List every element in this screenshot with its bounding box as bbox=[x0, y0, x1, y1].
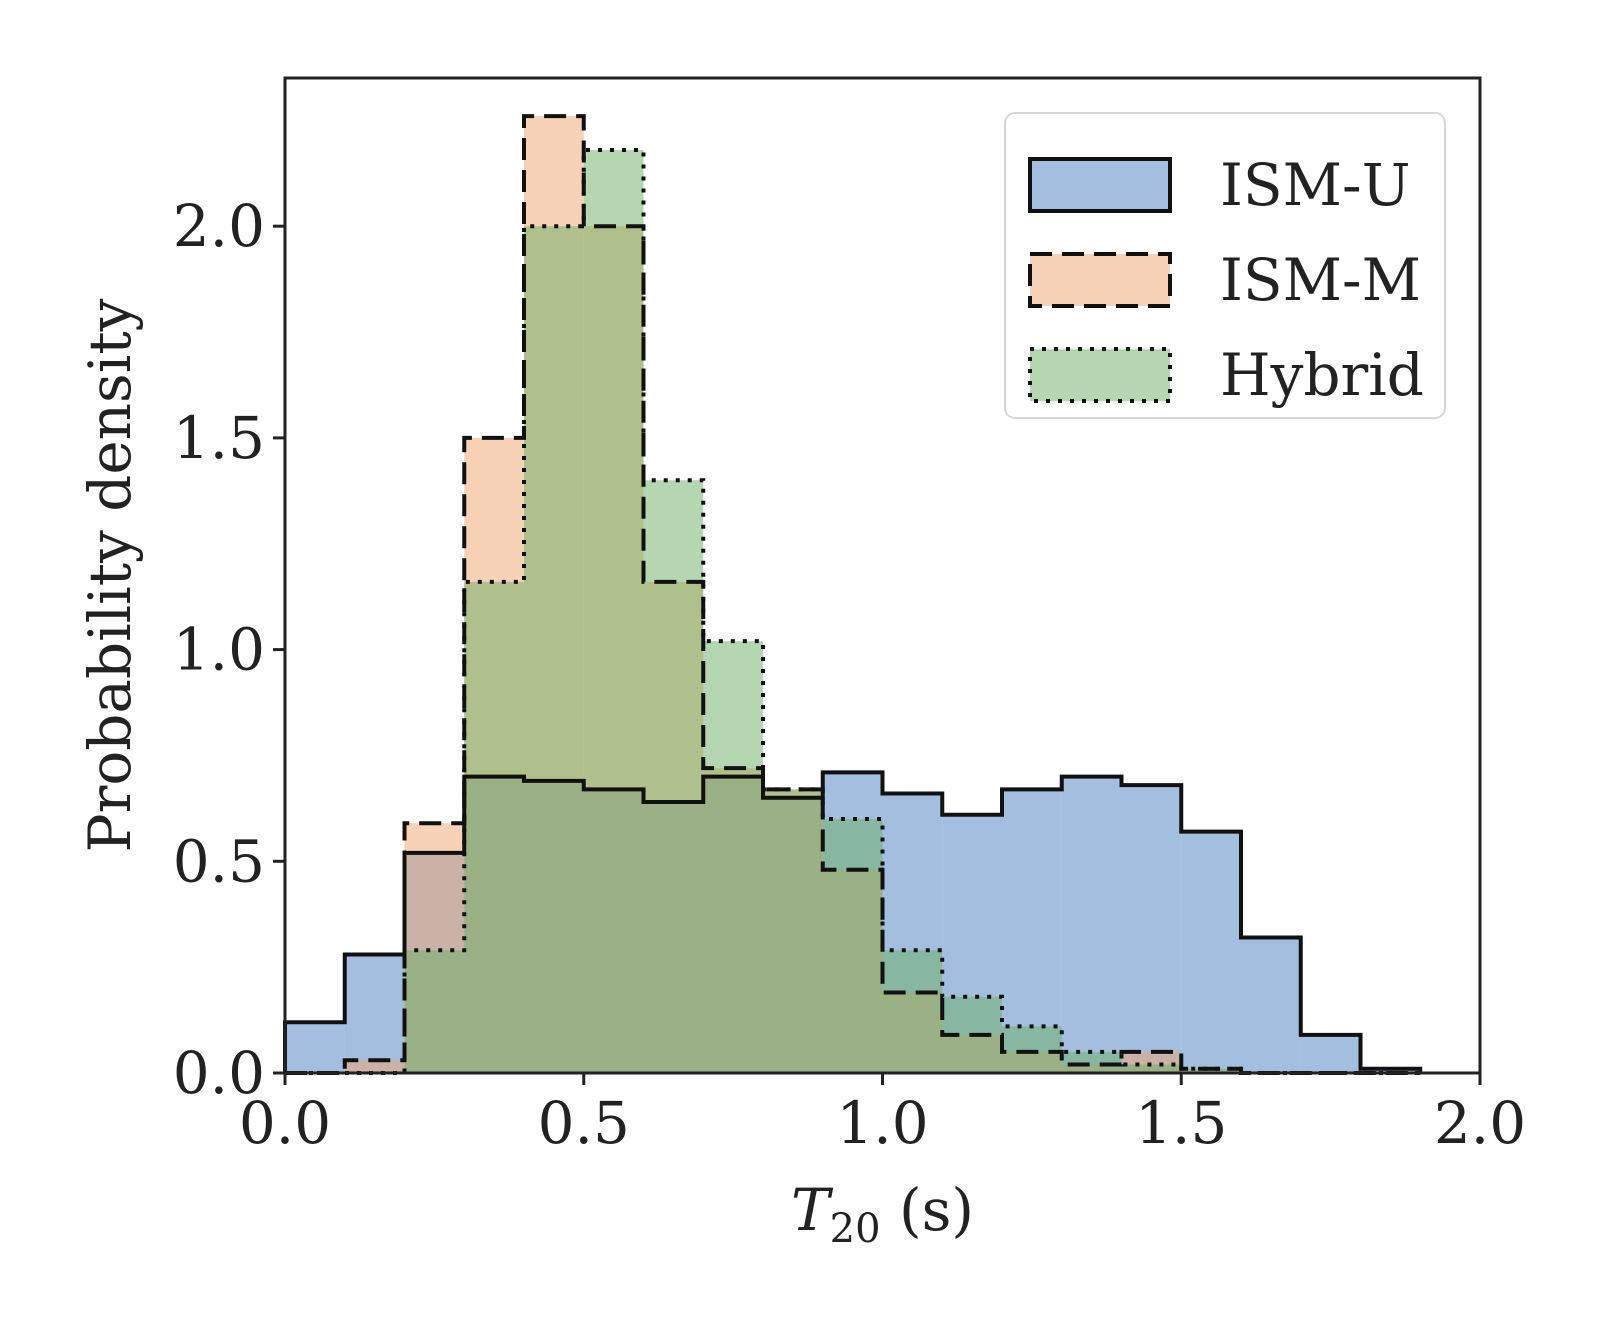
histogram-bar bbox=[344, 1060, 405, 1073]
x-tick-label: 2.0 bbox=[1434, 1089, 1526, 1157]
legend-label: ISM-M bbox=[1220, 246, 1421, 314]
legend-label: Hybrid bbox=[1220, 341, 1424, 409]
histogram-bar bbox=[1121, 1064, 1182, 1073]
histogram-bar bbox=[583, 149, 644, 1073]
x-axis-label-symbol: T bbox=[791, 1176, 834, 1244]
histogram-bar bbox=[1181, 831, 1241, 1073]
y-tick-label: 0.0 bbox=[173, 1039, 265, 1107]
x-tick-label: 0.5 bbox=[538, 1089, 630, 1157]
legend: ISM-U ISM-M Hybrid bbox=[1004, 112, 1446, 419]
x-axis-label: T20 (s) bbox=[791, 1176, 974, 1252]
histogram-bar bbox=[1061, 776, 1122, 1073]
histogram-bar bbox=[1002, 1026, 1062, 1073]
histogram-bar bbox=[1360, 1068, 1421, 1073]
x-tick-label: 1.0 bbox=[836, 1089, 928, 1157]
histogram-bar bbox=[822, 818, 883, 1073]
legend-label: ISM-U bbox=[1220, 151, 1411, 219]
y-axis-label: Probability density bbox=[76, 298, 144, 852]
histogram-bar bbox=[882, 950, 943, 1073]
histogram-bar bbox=[1241, 937, 1301, 1073]
histogram-bar bbox=[464, 581, 524, 1073]
series-hybrid-outline bbox=[285, 147, 1421, 1075]
histogram-bar bbox=[703, 641, 763, 1073]
x-axis-label-subscript: 20 bbox=[830, 1206, 881, 1252]
legend-swatch bbox=[1028, 347, 1172, 403]
series-ism-m-outline bbox=[285, 114, 1421, 1075]
x-axis-label-unit: (s) bbox=[881, 1176, 974, 1244]
histogram-bar bbox=[763, 789, 823, 1073]
legend-swatch bbox=[1028, 157, 1172, 213]
histogram-bar bbox=[1181, 1068, 1241, 1073]
histogram-outlines bbox=[283, 114, 1423, 1075]
histogram-bar bbox=[344, 954, 405, 1073]
x-tick-label: 0.0 bbox=[239, 1089, 331, 1157]
histogram-bar bbox=[1300, 1034, 1361, 1073]
series-hybrid-bars bbox=[404, 149, 1241, 1074]
y-tick-label: 0.5 bbox=[173, 827, 265, 895]
histogram-bars bbox=[285, 116, 1421, 1074]
x-tick-label: 1.5 bbox=[1135, 1089, 1227, 1157]
histogram-bar bbox=[1061, 1051, 1122, 1073]
histogram-bar bbox=[524, 226, 584, 1074]
y-axis-ticks: 0.0 0.5 1.0 1.5 2.0 bbox=[173, 192, 285, 1107]
y-tick-label: 2.0 bbox=[173, 192, 265, 260]
histogram-bar bbox=[404, 950, 465, 1073]
histogram-bar bbox=[1121, 785, 1182, 1073]
x-axis-ticks: 0.0 0.5 1.0 1.5 2.0 bbox=[239, 1073, 1526, 1157]
histogram-bar bbox=[285, 1022, 345, 1073]
y-tick-label: 1.0 bbox=[173, 616, 265, 684]
y-tick-label: 1.5 bbox=[173, 404, 265, 472]
legend-swatch bbox=[1028, 252, 1172, 308]
histogram-bar bbox=[643, 480, 704, 1074]
